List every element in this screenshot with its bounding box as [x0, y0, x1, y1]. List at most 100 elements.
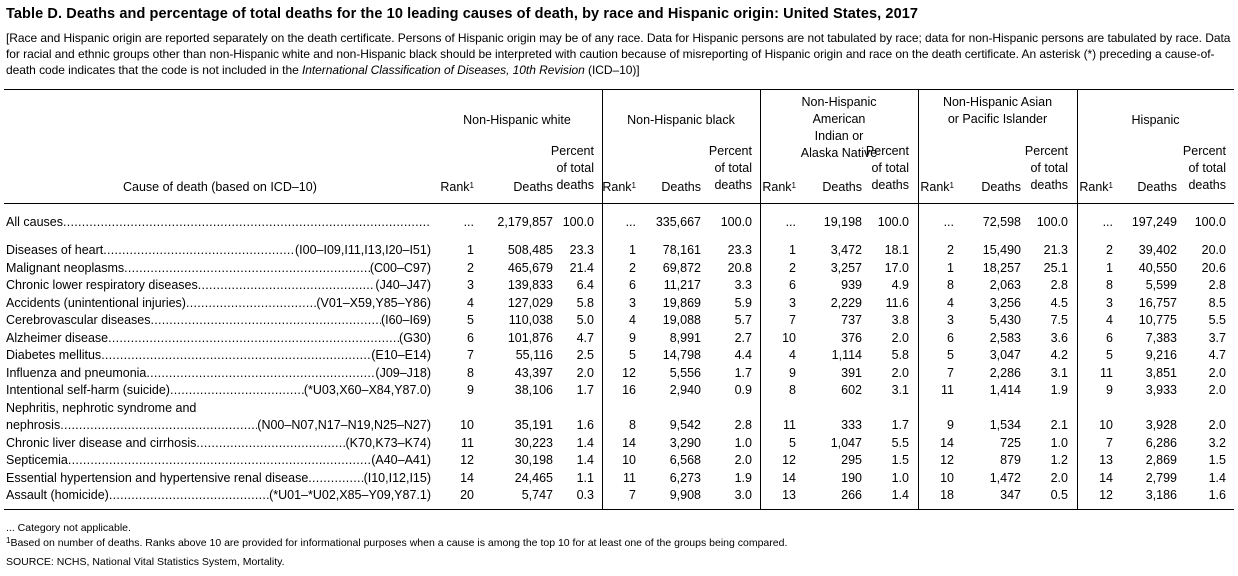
percent-column-header: Percent of total deaths	[692, 143, 752, 194]
rank-cell: 1	[467, 243, 474, 257]
table-row-all-causes: All causes... 2,179,857 100.0... 335,667 100…	[0, 214, 1238, 231]
percent-cell: 4.7	[1208, 348, 1226, 362]
rank-cell: 11	[623, 470, 636, 485]
rank-column-header: Rank1	[894, 179, 954, 196]
deaths-cell: 30,223	[514, 435, 553, 450]
column-divider	[602, 89, 603, 509]
percent-cell: 3.0	[734, 488, 752, 502]
percent-cell: 5.9	[734, 295, 752, 310]
icd-code: (E10–E14)	[371, 348, 431, 362]
column-divider	[918, 89, 919, 509]
cause-name: Septicemia	[6, 453, 68, 467]
deaths-cell: 3,472	[830, 243, 862, 257]
rank-footnote-mark: 1	[1108, 181, 1113, 190]
deaths-cell: 1,534	[989, 418, 1021, 432]
deaths-cell: 725	[1000, 435, 1021, 450]
rank-cell: 4	[629, 313, 636, 327]
deaths-column-header: Deaths	[822, 180, 862, 194]
percent-cell: 1.1	[576, 470, 594, 485]
rank-cell: 5	[1106, 348, 1113, 362]
percent-cell: 25.1	[1043, 260, 1068, 275]
percent-cell: 1.7	[734, 365, 752, 380]
icd-code: (V01–X59,Y85–Y86)	[316, 295, 431, 310]
table-row: Cerebrovascular diseases (I60–I69) 5 110,03…	[0, 312, 1238, 329]
rank-cell: 10	[940, 470, 954, 485]
rank-cell: 4	[789, 348, 796, 362]
cause-cell: All causes	[6, 214, 431, 231]
deaths-cell: 266	[841, 488, 862, 502]
deaths-cell: 55,116	[515, 348, 553, 362]
header-bottom-rule	[4, 203, 1234, 204]
rank-cell: 5	[947, 348, 954, 362]
rank-footnote-mark: 1	[469, 181, 474, 190]
percent-cell: 100.0	[1194, 215, 1226, 229]
percent-header-line: of total	[714, 161, 752, 175]
rank-cell: 8	[789, 383, 796, 397]
rank-cell: 8	[1106, 278, 1113, 292]
percent-cell: 1.4	[891, 488, 909, 502]
rank-cell: 14	[782, 470, 796, 485]
percent-cell: 4.2	[1050, 348, 1068, 362]
percent-cell: 3.7	[1208, 330, 1226, 345]
deaths-cell: 39,402	[1138, 243, 1177, 257]
deaths-cell: 5,556	[669, 365, 701, 380]
deaths-cell: 24,465	[514, 470, 553, 485]
group-header: Non-Hispanic white	[463, 113, 571, 127]
rank-cell: 7	[789, 313, 796, 327]
rank-cell: 7	[947, 365, 954, 380]
deaths-cell: 16,757	[1138, 295, 1177, 310]
rank-cell: 20	[460, 488, 474, 502]
rank-cell: 6	[467, 330, 474, 345]
icd-code: (C00–C97)	[369, 260, 431, 275]
percent-header-line: of total	[871, 161, 909, 175]
deaths-cell: 2,286	[989, 365, 1021, 380]
table-title: Table D. Deaths and percentage of total …	[6, 6, 919, 22]
leader-dots	[146, 365, 375, 382]
footnote-rank: 1Based on number of deaths. Ranks above …	[6, 536, 787, 550]
rank-cell: 1	[947, 260, 954, 275]
deaths-cell: 78,161	[662, 243, 701, 257]
cause-cell: Malignant neoplasms (C00–C97)	[6, 260, 431, 277]
headnote-italic: International Classification of Diseases…	[301, 63, 585, 77]
deaths-cell: 38,106	[514, 383, 553, 397]
deaths-cell: 295	[841, 453, 862, 467]
headnote-tail: (ICD–10)]	[584, 63, 640, 77]
rank-cell: 8	[467, 365, 474, 380]
percent-cell: 100.0	[1036, 215, 1068, 229]
percent-cell: 100.0	[562, 215, 594, 229]
cause-cell: Septicemia (A40–A41)	[6, 452, 431, 469]
cause-name: Malignant neoplasms	[6, 260, 125, 275]
percent-cell: 4.9	[891, 278, 909, 292]
percent-cell: 100.0	[877, 215, 909, 229]
deaths-column-header: Deaths	[513, 180, 553, 194]
deaths-cell: 3,257	[830, 260, 862, 275]
deaths-cell: 5,599	[1145, 278, 1177, 292]
rank-cell: 14	[460, 470, 474, 485]
percent-header-line: Percent	[865, 144, 909, 158]
deaths-cell: 1,114	[831, 348, 862, 362]
column-divider	[1077, 89, 1078, 509]
percent-cell: 3.3	[734, 278, 752, 292]
leader-dots	[124, 260, 370, 277]
rank-cell: 12	[460, 453, 474, 467]
percent-cell: 1.5	[891, 453, 909, 467]
deaths-cell: 6,273	[669, 470, 701, 485]
percent-header-line: of total	[556, 161, 594, 175]
deaths-cell: 465,679	[507, 260, 553, 275]
percent-header-line: deaths	[871, 178, 909, 192]
percent-cell: 1.6	[1208, 488, 1226, 502]
rank-cell: 3	[467, 278, 474, 292]
percent-cell: 2.0	[734, 453, 752, 467]
deaths-cell: 602	[841, 383, 862, 397]
headnote-text: [Race and Hispanic origin are reported s…	[6, 31, 1231, 77]
percent-cell: 2.8	[734, 418, 752, 432]
percent-cell: 5.7	[734, 313, 752, 327]
percent-cell: 1.4	[1208, 470, 1226, 485]
cause-name: Chronic liver disease and cirrhosis	[6, 435, 197, 450]
table-bottom-rule	[4, 509, 1234, 510]
leader-dots	[198, 277, 376, 294]
percent-cell: 1.7	[576, 383, 594, 397]
deaths-cell: 508,485	[507, 243, 553, 257]
group-header: Non-Hispanic Asian or Pacific Islander	[942, 95, 1053, 126]
deaths-cell: 19,869	[662, 295, 701, 310]
